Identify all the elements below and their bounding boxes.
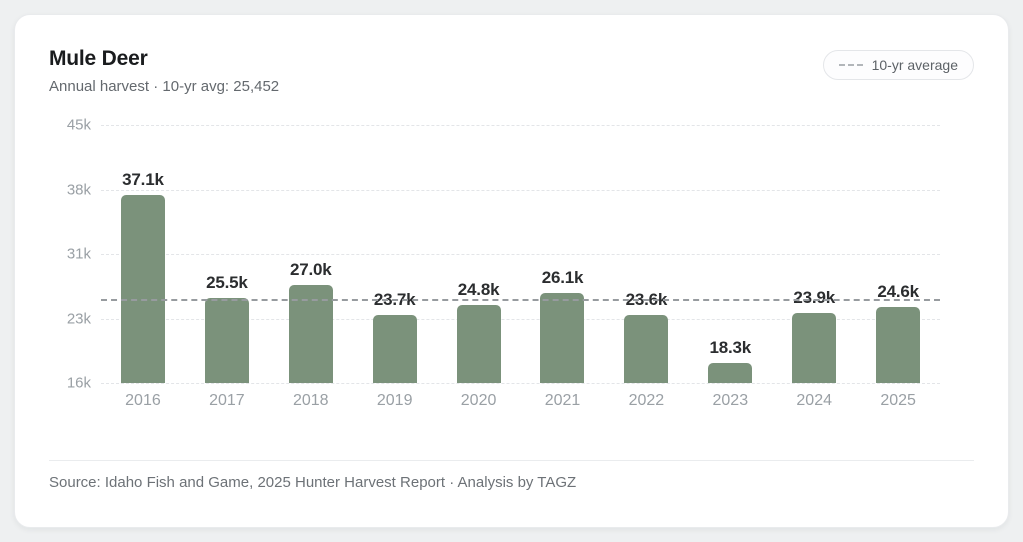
bar-value-label-2016: 37.1k [122, 170, 164, 190]
bar-2020 [456, 304, 501, 383]
title-block: Mule Deer Annual harvest · 10-yr avg: 25… [49, 47, 279, 95]
x-axis-label-2017: 2017 [209, 392, 245, 409]
y-axis-tick-label: 45k [66, 116, 91, 134]
bar-value-label-2025: 24.6k [877, 281, 919, 301]
bar-2018 [288, 285, 333, 383]
x-axis-label-2018: 2018 [292, 392, 329, 409]
x-axis-label-2019: 2019 [376, 392, 413, 409]
dashed-line-icon [838, 64, 863, 66]
gridline [101, 383, 940, 384]
x-axis-label-2022: 2022 [628, 392, 665, 409]
average-reference-line [101, 298, 940, 301]
gridline [101, 318, 940, 320]
page-title: Mule Deer [49, 47, 148, 70]
bar-value-label-2018: 27.0k [289, 260, 332, 280]
x-axis-label-2021: 2021 [544, 392, 581, 409]
gridline [101, 125, 940, 126]
x-axis-label-2020: 2020 [460, 392, 497, 409]
card-footer: Source: Idaho Fish and Game, 2025 Hunter… [49, 460, 974, 491]
y-axis-tick-label: 16k [66, 374, 91, 392]
bar-value-label-2024: 23.9k [793, 287, 835, 307]
bar-2016 [120, 195, 165, 383]
bar-chart: 45k 38k 31k 23k 16k 37.1k 25.5k 27.0k 23.7k 24.8… [49, 117, 940, 392]
bar-column-2020: 24.8k [437, 125, 521, 383]
bar-2019 [372, 314, 417, 383]
bar-columns: 37.1k 25.5k 27.0k 23.7k 24.8k 26.1k 23.6k 18.3k… [101, 125, 940, 383]
chart-card: Mule Deer Annual harvest · 10-yr avg: 25… [14, 14, 1009, 528]
y-axis-tick-label: 31k [66, 245, 91, 263]
bar-2024 [792, 312, 837, 383]
chart-subtitle: Annual harvest · 10-yr avg: 25,452 [49, 78, 280, 95]
bar-column-2023: 18.3k [688, 125, 772, 383]
bar-value-label-2023: 18.3k [709, 337, 752, 357]
gridline [101, 254, 940, 255]
bar-column-2018: 27.0k [269, 125, 353, 383]
bar-column-2019: 23.7k [353, 125, 437, 383]
x-axis-label-2023: 2023 [712, 392, 749, 409]
plot-area: 37.1k 25.5k 27.0k 23.7k 24.8k 26.1k 23.6k 18.3k… [101, 125, 940, 384]
bar-value-label-2020: 24.8k [457, 279, 500, 299]
gridline [101, 189, 940, 191]
bar-column-2016: 37.1k [101, 125, 185, 383]
y-axis: 45k 38k 31k 23k 16k [49, 117, 101, 392]
y-axis-tick-label: 38k [66, 181, 91, 198]
bar-column-2024: 23.9k [772, 125, 856, 383]
legend-label: 10-yr average [871, 57, 958, 73]
x-axis-label-2024: 2024 [796, 392, 832, 409]
bar-2017 [204, 298, 249, 383]
bar-value-label-2021: 26.1k [541, 268, 584, 288]
bar-2021 [540, 293, 585, 383]
bar-value-label-2017: 25.5k [206, 273, 248, 293]
bar-column-2022: 23.6k [604, 125, 688, 383]
bar-column-2017: 25.5k [185, 125, 269, 383]
x-axis: 2016 2017 2018 2019 2020 2021 2022 2023 2024 2025 [101, 392, 940, 410]
legend-10yr-average-toggle[interactable]: 10-yr average [822, 50, 974, 80]
bar-2022 [624, 315, 669, 383]
x-axis-label-2016: 2016 [125, 392, 161, 409]
source-attribution: Source: Idaho Fish and Game, 2025 Hunter… [49, 474, 577, 491]
bar-2025 [876, 306, 921, 383]
card-header: Mule Deer Annual harvest · 10-yr avg: 25… [49, 15, 974, 95]
x-axis-label-2025: 2025 [880, 392, 916, 409]
bar-column-2025: 24.6k [856, 125, 940, 383]
y-axis-tick-label: 23k [66, 310, 91, 327]
bar-column-2021: 26.1k [521, 125, 605, 383]
bar-2023 [708, 362, 753, 383]
